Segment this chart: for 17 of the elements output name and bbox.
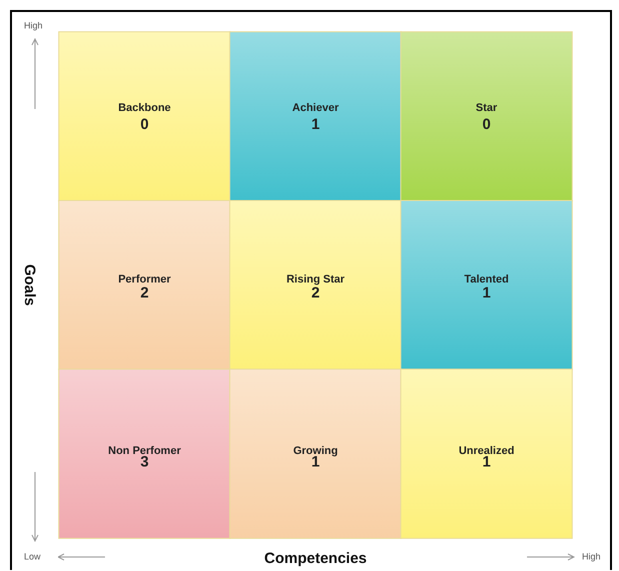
text: High: [582, 552, 601, 562]
y-axis-title: Goals: [21, 264, 38, 306]
annotation: Talented: [464, 274, 509, 286]
text: High: [24, 20, 43, 30]
text: Low: [24, 552, 42, 562]
data-label: 0: [482, 116, 491, 133]
annotation: Star: [476, 102, 498, 114]
annotation: Performer: [118, 274, 172, 286]
data-label: 2: [140, 284, 149, 302]
data-label: 1: [482, 284, 491, 302]
annotation: Rising Star: [286, 274, 346, 286]
annotation: Achiever: [292, 102, 340, 114]
x-axis-title: Competencies: [264, 550, 367, 567]
data-label: 1: [311, 116, 320, 133]
annotation: Backbone: [118, 102, 171, 114]
data-label: 2: [311, 284, 320, 302]
data-label: 0: [140, 116, 149, 133]
